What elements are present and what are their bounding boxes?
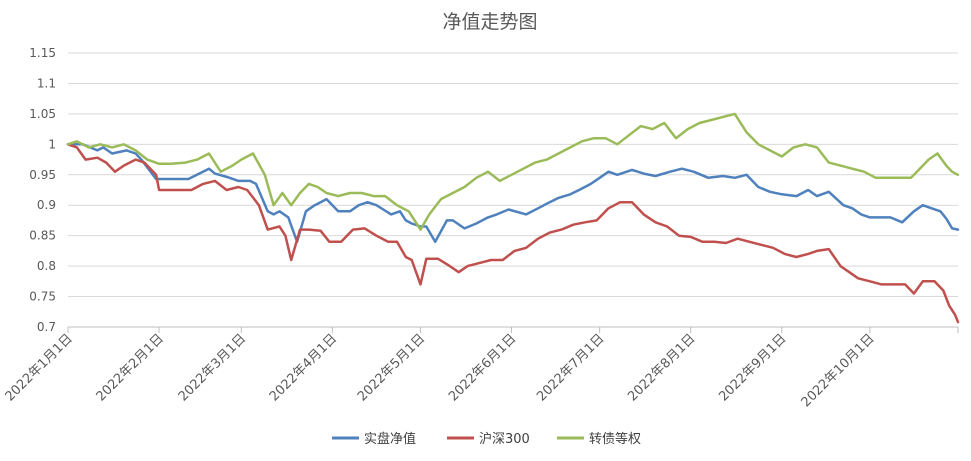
- x-tick-label: 2022年1月1日: [3, 331, 76, 404]
- y-tick-label: 0.9: [37, 198, 56, 212]
- y-tick-label: 0.75: [29, 290, 56, 304]
- x-tick-label: 2022年2月1日: [94, 331, 167, 404]
- y-tick-label: 0.95: [29, 168, 56, 182]
- series-line-1: [66, 143, 960, 244]
- axes: 0.7 0.75 0.8 0.85 0.9 0.95 1 1.05 1.1 1.15 2022年1月…: [3, 46, 959, 410]
- x-tick-label: 2022年6月1日: [446, 331, 519, 404]
- legend-label-2: 沪深300: [479, 431, 530, 447]
- x-tick-label: 2022年9月1日: [716, 331, 789, 404]
- x-tick-label: 2022年8月1日: [625, 331, 698, 404]
- y-tick-label: 1.15: [29, 46, 56, 60]
- x-tick-label: 2022年10月1日: [799, 331, 878, 410]
- x-tick-label: 2022年7月1日: [534, 331, 607, 404]
- x-tick-label: 2022年5月1日: [355, 331, 428, 404]
- series-line-2: [66, 143, 960, 324]
- legend-label-1: 实盘净值: [364, 431, 416, 447]
- legend-label-3: 转债等权: [589, 431, 641, 447]
- y-tick-label: 1.1: [37, 76, 56, 90]
- series-lines: [66, 112, 960, 324]
- legend: 实盘净值 沪深300 转债等权: [332, 431, 641, 447]
- y-tick-label: 0.7: [37, 320, 56, 334]
- x-tick-label: 2022年3月1日: [176, 331, 249, 404]
- y-tick-label: 1.05: [29, 107, 56, 121]
- y-tick-label: 1: [48, 137, 56, 151]
- y-tick-label: 0.85: [29, 229, 56, 243]
- series-line-3: [66, 112, 960, 231]
- y-tick-label: 0.8: [37, 259, 56, 273]
- chart-title: 净值走势图: [442, 11, 537, 33]
- x-tick-label: 2022年4月1日: [267, 331, 340, 404]
